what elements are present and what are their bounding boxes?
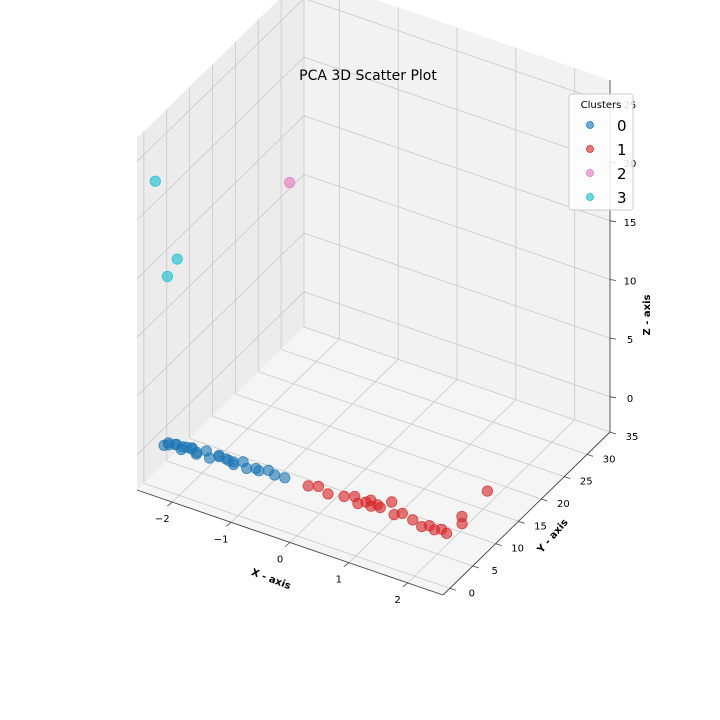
gridline-y-floor: [212, 415, 519, 522]
gridline-x-floor: [230, 359, 399, 523]
data-point-cluster-1: [338, 490, 350, 502]
x-axis-label: X - axis: [250, 567, 293, 592]
x-tick-mark: [402, 582, 408, 588]
y-tick-mark: [609, 431, 617, 435]
y-tick-mark: [495, 543, 502, 547]
chart-title: PCA 3D Scatter Plot: [299, 68, 437, 84]
gridline-y-floor: [143, 482, 450, 589]
y-tick-mark: [518, 520, 525, 524]
legend-label-2: 2: [617, 165, 627, 183]
x-tick-label: −1: [214, 534, 229, 545]
y-tick-mark: [564, 476, 571, 480]
data-point-cluster-1: [322, 488, 334, 500]
gridline-y-floor: [280, 348, 588, 455]
x-tick-label: 0: [277, 555, 283, 566]
y-tick-mark: [449, 587, 456, 591]
data-point-cluster-1: [481, 485, 493, 497]
z-tick-label: 15: [624, 218, 637, 229]
y-tick-label: 15: [534, 521, 547, 532]
gridline-z-left: [136, 291, 305, 456]
x-tick-mark: [167, 501, 173, 507]
z-tick-mark: [609, 220, 617, 223]
gridline-x-floor: [172, 338, 340, 503]
x-tick-mark: [225, 521, 232, 527]
legend-marker-0: [586, 121, 594, 129]
data-point-cluster-1: [312, 480, 325, 492]
data-point-cluster-3: [161, 270, 173, 283]
legend-marker-1: [586, 145, 594, 153]
y-tick-label: 25: [580, 477, 593, 488]
gridline-y-floor: [258, 371, 565, 478]
legend-box: [568, 93, 634, 211]
legend-label-0: 0: [617, 117, 627, 135]
z-tick-mark: [609, 337, 617, 340]
gridline-z-back: [303, 56, 611, 163]
gridline-z-back: [303, 174, 611, 280]
z-tick-label: 10: [624, 276, 637, 287]
data-point-cluster-0: [253, 465, 265, 477]
data-points: [149, 175, 493, 540]
data-point-cluster-0: [190, 448, 202, 460]
data-point-cluster-3: [171, 253, 183, 265]
legend-title: Clusters: [581, 100, 622, 111]
x-tick-mark: [343, 562, 350, 568]
y-tick-label: 0: [469, 588, 475, 599]
x-tick-label: 2: [395, 595, 401, 606]
legend-marker-3: [586, 193, 594, 201]
y-tick-label: 20: [557, 499, 570, 510]
legend-label-3: 3: [617, 189, 627, 207]
y-tick-mark: [472, 565, 479, 569]
z-tick-mark: [609, 279, 617, 281]
data-point-cluster-1: [440, 527, 453, 540]
data-point-cluster-1: [386, 496, 398, 508]
y-axis-line: [442, 431, 611, 596]
legend-label-1: 1: [617, 141, 627, 159]
z-tick-label: 0: [627, 394, 633, 405]
gridline-x-floor: [348, 399, 517, 563]
data-point-cluster-1: [456, 510, 468, 523]
gridline-z-left: [136, 56, 305, 221]
gridlines: [136, 0, 611, 589]
data-point-cluster-0: [204, 452, 216, 464]
gridline-z-back: [303, 115, 611, 222]
gridline-z-back: [307, 0, 611, 104]
legend-marker-2: [586, 169, 594, 177]
y-tick-label: 30: [603, 454, 616, 465]
y-tick-mark: [541, 498, 548, 502]
gridline-x-floor: [289, 379, 458, 543]
gridline-y-floor: [303, 326, 611, 433]
legend: Clusters 0 1 2 3: [568, 93, 634, 211]
data-point-cluster-0: [279, 472, 291, 484]
y-tick-label: 10: [511, 544, 524, 555]
data-point-cluster-2: [283, 176, 296, 189]
data-point-cluster-1: [302, 480, 314, 492]
data-point-cluster-0: [268, 469, 281, 481]
data-point-cluster-1: [396, 507, 408, 520]
gridline-z-left: [136, 174, 305, 338]
x-tick-label: 1: [336, 575, 342, 586]
x-tick-mark: [284, 542, 291, 547]
y-tick-mark: [586, 453, 594, 457]
gridline-x-floor: [407, 419, 575, 584]
gridline-z-left: [136, 232, 305, 397]
y-tick-label: 35: [626, 432, 639, 443]
data-point-cluster-0: [228, 458, 240, 471]
gridline-y-floor: [166, 460, 473, 567]
gridline-z-left: [136, 115, 305, 280]
y-tick-label: 5: [492, 566, 498, 577]
data-point-cluster-1: [407, 514, 419, 526]
gridline-z-left: [136, 0, 304, 162]
z-tick-label: 5: [627, 335, 633, 346]
z-axis-label: Z - axis: [642, 294, 653, 335]
gridline-z-back: [303, 232, 611, 339]
data-point-cluster-3: [149, 175, 161, 187]
pane-left: [137, 0, 304, 490]
gridline-z-back: [303, 291, 611, 398]
gridline-y-floor: [235, 393, 542, 500]
x-tick-label: −2: [155, 514, 170, 525]
data-point-cluster-1: [374, 501, 386, 514]
z-tick-mark: [609, 396, 617, 399]
